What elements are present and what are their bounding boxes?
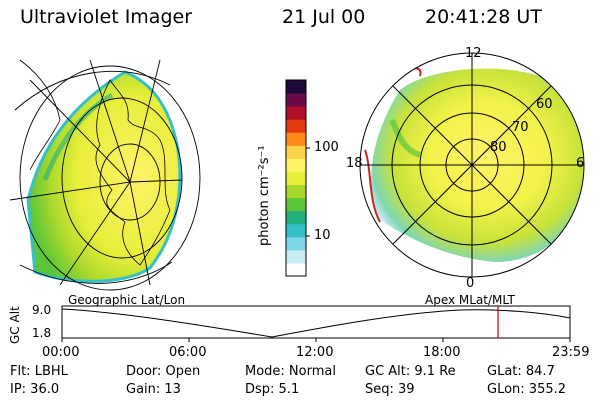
mode-value: Mode: Normal: [245, 364, 336, 379]
time-tick-1800: 18:00: [423, 345, 461, 360]
geographic-map: [9, 59, 201, 291]
colorbar-unit-label: photon cm⁻²s⁻¹: [257, 145, 272, 246]
mlt-label-bottom: 0: [466, 276, 475, 291]
colorbar-band: [286, 210, 306, 225]
instrument-title: Ultraviolet Imager: [20, 6, 193, 28]
dsp-value: Dsp: 5.1: [245, 382, 300, 397]
time-tick-1200: 12:00: [296, 345, 334, 360]
colorbar-band: [286, 80, 306, 94]
mlt-label-top: 12: [465, 46, 482, 61]
colorbar-band: [286, 158, 306, 172]
colorbar: [285, 79, 310, 277]
date-label: 21 Jul 00: [282, 6, 366, 28]
altitude-ytick-high: 9.0: [32, 303, 52, 317]
mlat-label-70: 70: [512, 120, 529, 135]
time-tick-2359: 23:59: [552, 345, 590, 360]
right-map-caption: Apex MLat/MLT: [425, 293, 515, 307]
left-map-caption: Geographic Lat/Lon: [68, 293, 186, 307]
colorbar-band: [286, 197, 306, 212]
seq-value: Seq: 39: [365, 382, 415, 397]
colorbar-band: [286, 106, 306, 120]
door-value: Door: Open: [126, 364, 201, 379]
colorbar-band: [286, 262, 306, 277]
colorbar-band: [286, 223, 306, 238]
gain-value: Gain: 13: [126, 382, 181, 397]
colorbar-band: [286, 249, 306, 264]
mlt-label-right: 6: [576, 156, 585, 171]
filter-value: Flt: LBHL: [10, 364, 68, 379]
mlat-label-80: 80: [490, 140, 507, 155]
ip-value: IP: 36.0: [10, 382, 60, 397]
left-aurora-image: [26, 70, 182, 283]
colorbar-band: [286, 119, 306, 133]
gc-alt-value: GC Alt: 9.1 Re: [365, 364, 456, 379]
altitude-plot: [61, 305, 571, 342]
colorbar-band: [286, 132, 306, 146]
altitude-curve: [61, 308, 571, 338]
colorbar-band: [286, 93, 306, 107]
mlt-label-left: 18: [346, 156, 363, 171]
time-tick-0600: 06:00: [169, 345, 207, 360]
apex-map: [359, 52, 585, 278]
altitude-ylabel: GC Alt: [8, 306, 22, 344]
colorbar-frame: [285, 79, 307, 277]
glon-value: GLon: 355.2: [487, 382, 567, 397]
altitude-ytick-low: 1.8: [32, 326, 52, 340]
time-tick-0000: 00:00: [42, 345, 80, 360]
time-label: 20:41:28 UT: [425, 6, 542, 28]
glat-value: GLat: 84.7: [487, 364, 555, 379]
mlat-label-60: 60: [536, 97, 553, 112]
colorbar-band: [286, 236, 306, 251]
colorbar-tick-100: 100: [314, 140, 339, 155]
colorbar-band: [286, 171, 306, 186]
colorbar-tick-10: 10: [314, 228, 331, 243]
colorbar-band: [286, 184, 306, 199]
colorbar-band: [286, 145, 306, 159]
